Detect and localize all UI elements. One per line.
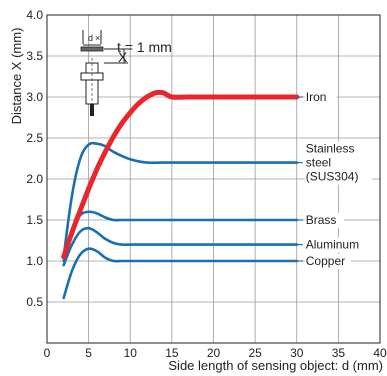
y-tick-label: 3.5 [26,49,43,63]
series-label: Aluminum [306,238,359,252]
series-label-backdrop [304,141,372,185]
diagram-sensor-cable [90,104,94,116]
x-tick-label: 5 [85,346,92,360]
diagram-d-label: d [88,33,93,43]
series-label-backdrop [304,90,337,105]
y-tick-label: 2.5 [26,131,43,145]
series-label: (SUS304) [306,170,359,184]
thickness-note: t = 1 mm [117,39,172,55]
diagram-cross-mark: × [95,33,100,43]
series-label-backdrop [304,237,365,253]
series-label: Stainless [306,142,355,156]
x-tick-label: 35 [332,346,346,360]
plot-frame [46,14,381,344]
series-line [62,226,299,267]
diagram-target-plate [80,46,104,52]
x-tick-label: 0 [44,346,51,360]
diagram-x-label: X [118,49,128,65]
series-layer [61,89,300,300]
y-tick-label: 1.0 [26,254,43,268]
x-tick-label: 40 [373,346,387,360]
x-tick-label: 10 [124,346,138,360]
x-tick-label: 30 [290,346,304,360]
y-tick-label: 2.0 [26,172,43,186]
series-label: Copper [306,254,345,268]
x-tick-label: 20 [207,346,221,360]
series-line [61,89,300,260]
series-line [62,141,299,259]
y-tick-label: 0.5 [26,295,43,309]
x-axis-label: Side length of sensing object: d (mm) [168,358,383,373]
sensor-diagram: d × X t = 1 mm [80,30,172,116]
series-label-backdrop [304,254,351,269]
series-label: Brass [306,213,337,227]
tick-layer: 0 5 10 15 20 25 30 35 40 0.5 1.0 1.5 2.0 2.5 3.0 3.5 4.0 [26,8,387,360]
y-axis-label: Distance X (mm) [9,28,24,125]
series-line [62,247,299,300]
x-tick-label: 15 [165,346,179,360]
series-label-backdrop [304,213,344,228]
y-tick-label: 4.0 [26,8,43,22]
y-tick-label: 1.5 [26,213,43,227]
series-label: steel [306,156,331,170]
x-tick-label: 25 [248,346,262,360]
y-tick-label: 3.0 [26,90,43,104]
series-label: Iron [306,90,327,104]
